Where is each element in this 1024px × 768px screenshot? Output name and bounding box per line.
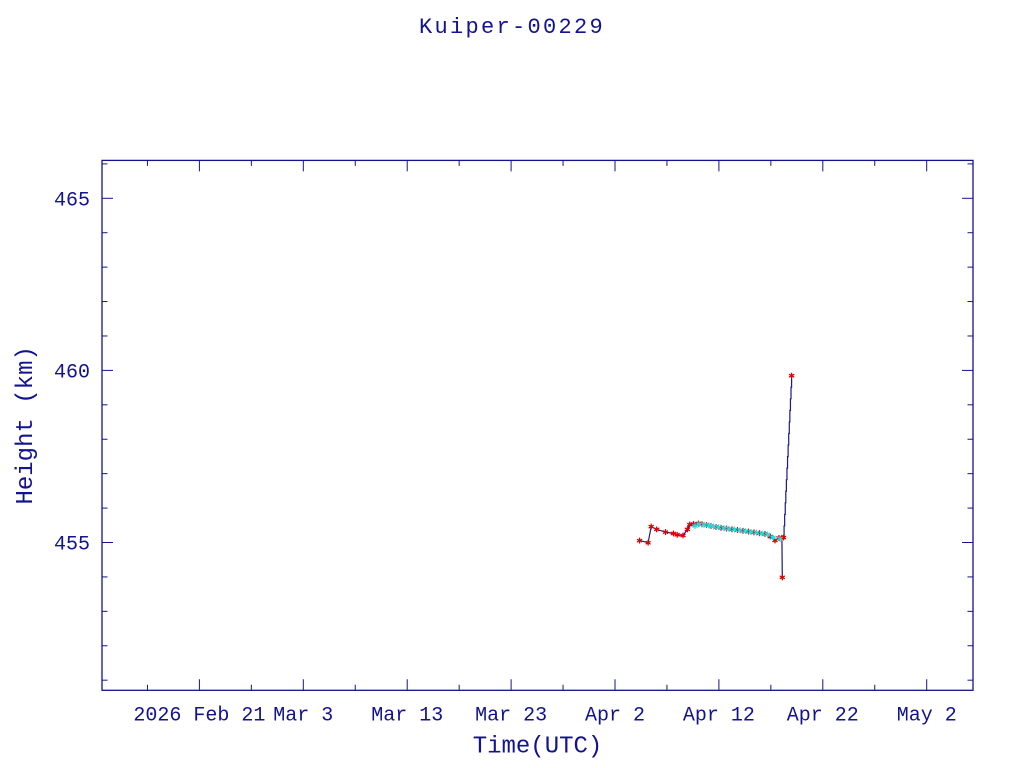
svg-text:Mar 3: Mar 3 [273, 704, 333, 727]
svg-text:Kuiper-00229: Kuiper-00229 [419, 15, 605, 40]
svg-text:Time(UTC): Time(UTC) [473, 733, 603, 760]
svg-text:Apr 22: Apr 22 [787, 704, 859, 727]
svg-text:Height (km): Height (km) [13, 346, 40, 504]
svg-text:455: 455 [54, 534, 90, 557]
svg-text:465: 465 [54, 189, 90, 212]
svg-text:Mar 23: Mar 23 [475, 704, 547, 727]
svg-text:Mar 13: Mar 13 [371, 704, 443, 727]
svg-text:Apr 12: Apr 12 [683, 704, 755, 727]
svg-text:2026 Feb 21: 2026 Feb 21 [133, 704, 265, 727]
svg-text:May 2: May 2 [897, 704, 957, 727]
svg-text:Apr 2: Apr 2 [585, 704, 645, 727]
svg-text:460: 460 [54, 361, 90, 384]
